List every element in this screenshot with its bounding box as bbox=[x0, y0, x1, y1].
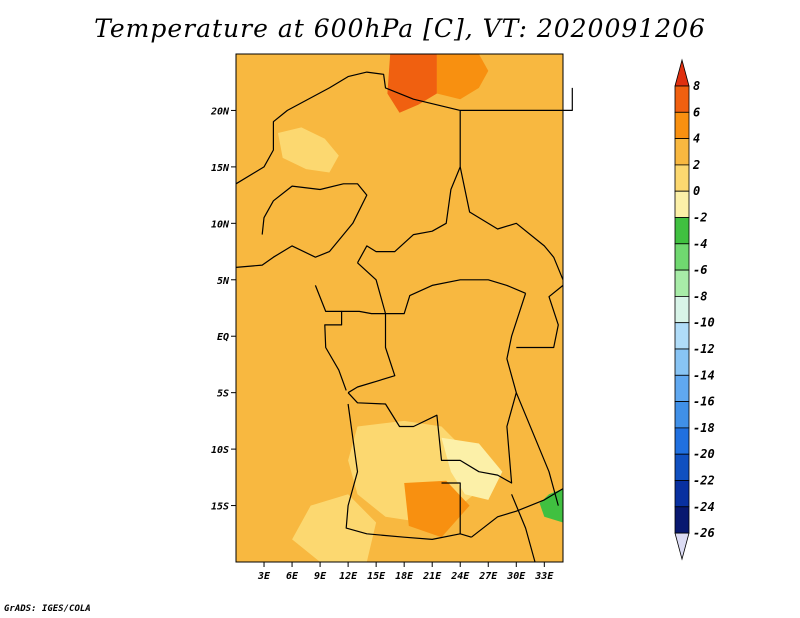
colorbar-segment bbox=[674, 243, 690, 271]
colorbar-level-label: -22 bbox=[693, 474, 715, 488]
border-line-9 bbox=[441, 482, 461, 534]
colorbar-level-label: 6 bbox=[693, 105, 700, 119]
colorbar-segment bbox=[674, 190, 690, 218]
lat-tick-label: 5S bbox=[217, 389, 229, 400]
region-green-east bbox=[539, 488, 563, 523]
border-line-12 bbox=[516, 284, 564, 349]
colorbar-segment bbox=[674, 348, 690, 376]
lon-tick-label: 12E bbox=[339, 571, 358, 582]
colorbar-level-label: 0 bbox=[693, 184, 700, 198]
colorbar-segment bbox=[674, 322, 690, 350]
grads-footer: GrADS: IGES/COLA bbox=[4, 604, 91, 614]
colorbar-segment bbox=[674, 111, 690, 140]
lon-tick-label: 9E bbox=[314, 571, 327, 582]
colorbar-segment bbox=[674, 269, 690, 297]
lat-tick-label: 15N bbox=[211, 163, 230, 174]
country-borders bbox=[235, 71, 573, 563]
colorbar-segment bbox=[674, 480, 690, 508]
border-line-4 bbox=[235, 183, 368, 268]
colorbar-segment bbox=[674, 506, 690, 534]
lon-tick-label: 15E bbox=[367, 571, 386, 582]
border-line-7 bbox=[347, 293, 527, 484]
plot-area bbox=[235, 53, 573, 563]
lon-tick-label: 21E bbox=[422, 571, 442, 582]
border-line-1 bbox=[357, 262, 526, 315]
colorbar-level-label: 2 bbox=[692, 158, 700, 172]
latitude-axis: 20N 15N 10N 5N EQ 5S 10S 15S bbox=[210, 106, 236, 513]
colorbar-bottom-arrow bbox=[674, 532, 690, 561]
border-line-8 bbox=[345, 403, 472, 541]
colorbar-segment bbox=[674, 401, 690, 429]
region-light-saharan bbox=[278, 127, 339, 173]
lat-tick-label: 10N bbox=[211, 219, 230, 230]
colorbar-segment bbox=[674, 164, 690, 192]
colorbar-segment bbox=[674, 295, 690, 324]
colorbar-level-label: 8 bbox=[693, 79, 700, 93]
colorbar-level-label: -8 bbox=[693, 289, 707, 303]
colorbar-segment bbox=[674, 217, 690, 245]
colorbar-level-label: 4 bbox=[693, 132, 700, 146]
border-line-13 bbox=[511, 494, 536, 563]
region-pale-south bbox=[441, 437, 503, 500]
colorbar-level-label: -20 bbox=[693, 447, 715, 461]
plot-frame bbox=[235, 53, 564, 563]
colorbar-segment bbox=[674, 85, 690, 113]
region-warm-northeast bbox=[436, 54, 489, 100]
lon-tick-label: 3E bbox=[257, 571, 271, 582]
border-line-5 bbox=[314, 285, 347, 391]
region-warm-north bbox=[387, 54, 437, 113]
page-title: Temperature at 600hPa [C], VT: 202009120… bbox=[94, 14, 706, 43]
colorbar-segment bbox=[674, 427, 690, 455]
colorbar: 8 6 4 2 0 -2 -4 -6 -8 -10 -12 -14 -16 -18 -20 -22 -24 -26 bbox=[674, 58, 715, 561]
colorbar-level-label: -16 bbox=[693, 395, 715, 409]
colorbar-level-label: -2 bbox=[693, 211, 707, 225]
lon-tick-label: 24E bbox=[450, 571, 470, 582]
colorbar-level-label: -26 bbox=[693, 526, 715, 540]
lat-tick-label: 5N bbox=[217, 276, 230, 287]
region-warm-south-interior bbox=[404, 480, 470, 538]
colorbar-top-arrow bbox=[674, 58, 690, 87]
border-line-2 bbox=[460, 87, 573, 112]
border-line-6 bbox=[341, 310, 396, 394]
colorbar-level-label: -18 bbox=[693, 421, 715, 435]
lon-tick-label: 33E bbox=[534, 571, 554, 582]
colorbar-segment bbox=[674, 138, 690, 166]
colorbar-level-label: -4 bbox=[693, 237, 707, 251]
colorbar-segment bbox=[674, 453, 690, 481]
border-line-0 bbox=[235, 71, 461, 264]
lon-tick-label: 27E bbox=[478, 571, 498, 582]
lat-tick-label: 10S bbox=[211, 445, 229, 456]
lon-tick-label: 6E bbox=[286, 571, 299, 582]
border-line-11 bbox=[515, 392, 559, 506]
colorbar-level-label: -10 bbox=[693, 316, 715, 330]
lat-tick-label: 15S bbox=[211, 502, 229, 513]
lat-tick-label: 20N bbox=[210, 106, 230, 117]
lat-tick-label: EQ bbox=[217, 332, 229, 343]
region-light-southwest bbox=[292, 494, 377, 562]
longitude-axis: 3E 6E 9E 12E 15E 18E 21E 24E 27E 30E 33E bbox=[257, 562, 554, 582]
lon-tick-label: 30E bbox=[506, 571, 526, 582]
temperature-regions bbox=[278, 54, 563, 562]
colorbar-level-label: -6 bbox=[693, 263, 707, 277]
lon-tick-label: 18E bbox=[395, 571, 414, 582]
border-line-3 bbox=[459, 166, 564, 281]
border-line-10 bbox=[471, 488, 564, 538]
colorbar-level-label: -12 bbox=[693, 342, 715, 356]
colorbar-level-label: -14 bbox=[693, 368, 715, 382]
colorbar-level-label: -24 bbox=[693, 500, 715, 514]
colorbar-segment bbox=[674, 374, 690, 402]
